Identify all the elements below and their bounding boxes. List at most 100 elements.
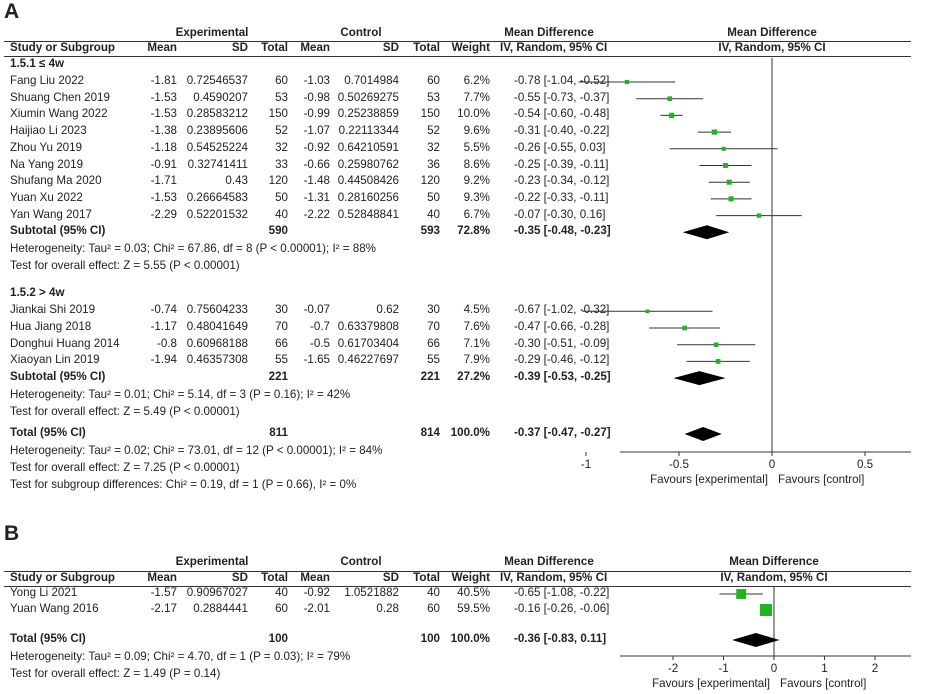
study-weight: 8.6%: [463, 157, 490, 171]
ctrl-mean: -0.07: [303, 303, 330, 317]
exp-mean-header: Mean: [147, 571, 177, 584]
ctrl-mean: -2.01: [303, 602, 330, 615]
study-square-marker: [721, 146, 726, 151]
weight-header: Weight: [451, 41, 490, 54]
study-name: Xiaoyan Lin 2019: [10, 353, 100, 367]
exp-mean-header: Mean: [147, 41, 177, 54]
exp-mean: -1.81: [150, 74, 177, 87]
ctrl-sd: 0.63379808: [337, 320, 399, 333]
ctrl-sd: 0.46227697: [337, 353, 399, 367]
study-name: Na Yang 2019: [10, 157, 84, 171]
panel-a-tick-label: 0.5: [856, 458, 874, 471]
exp-mean: -2.29: [150, 207, 177, 221]
exp-total: 120: [268, 174, 288, 188]
md-plot-ci-header: IV, Random, 95% CI: [720, 571, 828, 584]
exp-sd: 0.75604233: [186, 303, 248, 317]
study-square-marker: [715, 359, 721, 364]
subtotal-label: Subtotal (95% CI): [10, 224, 106, 238]
exp-mean: -1.94: [150, 353, 177, 367]
ctrl-total: 55: [427, 353, 440, 367]
subtotal-weight: 27.2%: [457, 370, 490, 384]
study-ci: -0.67 [-1.02, -0.32]: [514, 303, 610, 317]
ctrl-total: 52: [427, 124, 440, 138]
subtotal-diamond: [682, 225, 730, 240]
panel-label-a: A: [4, 0, 20, 23]
weight-header: Weight: [451, 571, 490, 584]
subtotal-exp-total: 590: [268, 224, 288, 238]
study-weight: 6.7%: [463, 207, 490, 221]
ctrl-total: 60: [427, 602, 440, 615]
study-weight: 10.0%: [457, 107, 490, 121]
panel-b-tick-label: 0: [770, 662, 778, 675]
ctrl-sd: 0.25980762: [337, 157, 399, 171]
exp-mean: -1.53: [150, 90, 177, 104]
ctrl-mean: -0.7: [310, 320, 330, 333]
subtotal-diamond: [673, 371, 726, 386]
panel-a-favours-left: Favours [experimental]: [650, 473, 768, 486]
subtotal-ci: -0.35 [-0.48, -0.23]: [514, 224, 611, 238]
study-name: Xiumin Wang 2022: [10, 107, 108, 121]
ctrl-sd: 0.64210591: [337, 140, 399, 154]
exp-sd: 0.52201532: [186, 207, 248, 221]
exp-total: 40: [275, 586, 288, 599]
ctrl-sd: 0.62: [376, 303, 399, 317]
total-b-heterogeneity: Heterogeneity: Tau² = 0.09; Chi² = 4.70,…: [10, 650, 351, 663]
study-ci: -0.55 [-0.73, -0.37]: [514, 90, 610, 104]
exp-sd: 0.2884441: [193, 602, 248, 615]
ctrl-total: 30: [427, 303, 440, 317]
study-ci: -0.22 [-0.33, -0.11]: [514, 190, 609, 204]
study-square-marker: [756, 213, 762, 218]
study-name: Donghui Huang 2014: [10, 336, 120, 350]
total-b-overall-effect: Test for overall effect: Z = 1.49 (P = 0…: [10, 667, 221, 680]
panel-a-tick-label: -1: [580, 458, 592, 471]
exp-total: 70: [275, 320, 288, 333]
study-column-header: Study or Subgroup: [10, 41, 115, 54]
md-group-header: Mean Difference: [504, 26, 594, 39]
total-overall-effect: Test for overall effect: Z = 7.25 (P < 0…: [10, 461, 240, 474]
study-name: Yuan Wang 2016: [10, 602, 99, 615]
exp-sd: 0.23895606: [186, 124, 248, 138]
panel-a-favours-right: Favours [control]: [778, 473, 865, 486]
panel-a-tick-label: -0.5: [669, 458, 689, 471]
study-name: Shufang Ma 2020: [10, 174, 102, 188]
subtotal-exp-total: 221: [268, 370, 288, 384]
study-name: Shuang Chen 2019: [10, 90, 110, 104]
md-group-header: Mean Difference: [504, 555, 594, 568]
exp-total: 53: [275, 90, 288, 104]
study-ci: -0.16 [-0.26, -0.06]: [514, 602, 610, 615]
ctrl-sd: 0.28160256: [337, 190, 399, 204]
ctrl-mean: -1.03: [303, 74, 330, 87]
experimental-group-header: Experimental: [175, 555, 249, 568]
exp-total-header: Total: [261, 571, 288, 584]
total-b-label: Total (95% CI): [10, 632, 86, 645]
ctrl-total: 150: [420, 107, 440, 121]
panel-b-tick-label: -2: [667, 662, 679, 675]
study-ci: -0.30 [-0.51, -0.09]: [514, 336, 610, 350]
exp-total: 66: [275, 336, 288, 350]
study-name: Hua Jiang 2018: [10, 320, 92, 333]
study-square-marker: [624, 79, 630, 85]
panel-b-favours-right: Favours [control]: [780, 677, 867, 690]
study-ci: -0.29 [-0.46, -0.12]: [514, 353, 610, 367]
exp-mean: -1.18: [150, 140, 177, 154]
study-square-marker: [736, 589, 747, 599]
study-weight: 7.6%: [463, 320, 490, 333]
study-square-marker: [726, 179, 732, 185]
exp-sd: 0.46357308: [186, 353, 248, 367]
study-weight: 59.5%: [457, 602, 490, 615]
header-bottom-line: [4, 56, 911, 57]
study-weight: 9.3%: [463, 190, 490, 204]
study-square-marker: [682, 325, 687, 331]
study-ci: -0.26 [-0.55, 0.03]: [514, 140, 606, 154]
study-name: Yan Wang 2017: [10, 207, 92, 221]
total-ctrl-total: 814: [420, 426, 440, 439]
panel-b-tick-label: 2: [871, 662, 879, 675]
study-square-marker: [667, 96, 673, 102]
exp-total-header: Total: [261, 41, 288, 54]
exp-mean: -1.53: [150, 190, 177, 204]
ctrl-total-header: Total: [413, 41, 440, 54]
ctrl-sd: 0.28: [376, 602, 399, 615]
ctrl-mean: -1.07: [303, 124, 330, 138]
ctrl-total: 70: [427, 320, 440, 333]
